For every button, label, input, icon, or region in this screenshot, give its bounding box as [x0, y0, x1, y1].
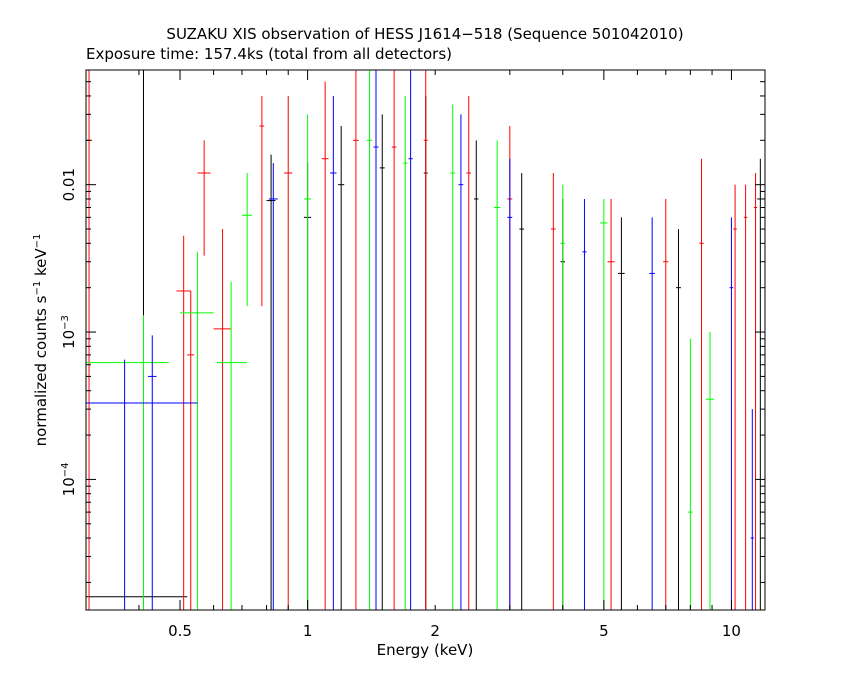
data-point — [147, 335, 157, 610]
data-point — [187, 290, 195, 610]
y-axis-label-sup1: −1 — [32, 281, 43, 296]
y-axis-label: normalized counts s−1 keV−1 — [32, 234, 50, 447]
data-point — [373, 70, 379, 610]
data-point — [321, 81, 329, 610]
data-point — [560, 184, 566, 610]
data-point — [649, 217, 655, 610]
data-point — [458, 114, 464, 610]
data-point — [284, 95, 293, 610]
data-point — [366, 70, 373, 610]
data-point — [197, 140, 211, 256]
data-point — [216, 281, 248, 610]
series-2 — [86, 70, 715, 610]
data-point — [493, 140, 501, 610]
data-point — [466, 95, 472, 610]
data-point — [86, 359, 198, 610]
series-1 — [86, 70, 758, 610]
x-tick-label: 0.5 — [168, 622, 192, 640]
data-point — [379, 114, 385, 610]
data-point — [268, 163, 278, 610]
data-point — [753, 173, 758, 610]
data-point — [338, 126, 345, 610]
y-axis-label-mid: keV — [32, 248, 50, 281]
y-tick-exponent: −3 — [60, 315, 71, 330]
data-point — [550, 173, 556, 610]
x-axis: 0.5 1 2 5 10 — [85, 70, 741, 640]
data-point — [408, 70, 413, 610]
data-point — [699, 158, 704, 610]
y-tick-exponent: −4 — [60, 462, 71, 477]
x-tick-label: 5 — [599, 622, 609, 640]
data-point — [733, 184, 737, 610]
data-point — [519, 173, 524, 610]
data-point — [600, 198, 608, 610]
data-point — [663, 198, 669, 610]
data-point — [176, 235, 191, 610]
y-tick-base: 10 — [60, 477, 78, 496]
data-point — [729, 217, 734, 610]
plot-area — [86, 70, 764, 610]
data-point — [180, 251, 214, 610]
chart-subtitle: Exposure time: 157.4ks (total from all d… — [86, 45, 452, 63]
data-point — [391, 70, 397, 610]
y-axis-label-sup2: −1 — [32, 234, 43, 249]
data-point — [241, 173, 253, 307]
data-point — [330, 95, 337, 610]
x-tick-label: 10 — [722, 622, 741, 640]
data-point — [259, 95, 265, 307]
y-tick-base: 0.01 — [60, 168, 78, 201]
data-point — [618, 217, 625, 610]
data-point — [688, 338, 693, 610]
data-point — [507, 158, 513, 610]
data-point — [450, 104, 456, 610]
y-tick-label: 0.01 — [60, 168, 78, 201]
data-point — [743, 184, 748, 610]
data-point — [474, 140, 479, 610]
y-tick-base: 10 — [60, 330, 78, 349]
y-axis: 10−410−30.01 — [60, 69, 765, 583]
data-point — [266, 154, 276, 610]
data-point — [353, 70, 359, 610]
series-3 — [86, 70, 754, 610]
data-point — [423, 70, 428, 610]
data-point — [750, 409, 754, 610]
series-layer — [86, 70, 764, 610]
data-point — [607, 198, 615, 610]
data-point — [213, 229, 232, 610]
plot-frame — [85, 69, 766, 611]
y-axis-label-main: normalized counts s — [32, 295, 50, 446]
y-tick-label: 10−3 — [60, 315, 78, 349]
x-axis-label: Energy (keV) — [377, 641, 474, 659]
x-tick-label: 2 — [430, 622, 440, 640]
data-point — [303, 114, 312, 610]
data-point — [676, 229, 681, 610]
data-point — [403, 95, 408, 610]
data-point — [582, 198, 587, 610]
chart-title: SUZAKU XIS observation of HESS J1614−518… — [166, 25, 683, 43]
data-point — [86, 315, 169, 610]
y-tick-label: 10−4 — [60, 462, 78, 496]
data-point — [705, 332, 715, 610]
x-tick-label: 1 — [303, 622, 313, 640]
